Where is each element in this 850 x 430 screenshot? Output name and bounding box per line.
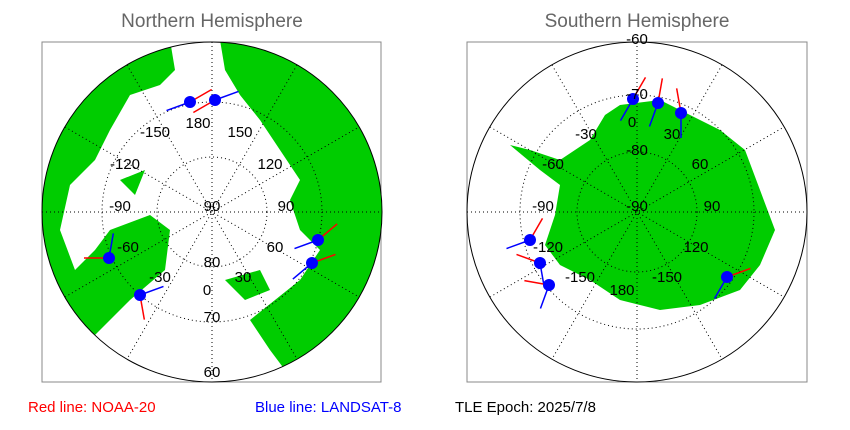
map-labels: -150 180 150 -120 120 -90 90 90 -60 60 -30 80 30 0 70 6… <box>109 31 720 381</box>
satellite <box>312 234 324 246</box>
satellite <box>534 257 546 269</box>
satellite <box>184 96 196 108</box>
graticule-label: -90 <box>532 198 554 215</box>
panel-title: Northern Hemisphere <box>121 11 303 32</box>
satellite <box>675 107 687 119</box>
south-map <box>467 42 807 382</box>
graticule-label: -60 <box>542 156 564 173</box>
graticule-label: -70 <box>626 86 648 103</box>
graticule-label: 30 <box>235 269 252 286</box>
graticule-label: 90 <box>278 198 295 215</box>
graticule-label: 60 <box>267 239 284 256</box>
satellite <box>524 234 536 246</box>
satellite <box>103 252 115 264</box>
satellite-markers <box>84 76 751 320</box>
satellite <box>134 289 146 301</box>
graticule-label: -60 <box>117 239 139 256</box>
satellite <box>627 93 639 105</box>
graticule-label: -120 <box>533 239 563 256</box>
satellite <box>652 97 664 109</box>
satellite <box>721 271 733 283</box>
tle-epoch: TLE Epoch: 2025/7/8 <box>455 399 596 416</box>
graticule-label: -30 <box>575 126 597 143</box>
graticule-label: 0 <box>628 114 636 131</box>
graticule-label: -120 <box>110 156 140 173</box>
north-map <box>42 42 382 382</box>
graticule-label: 90 <box>704 198 721 215</box>
graticule-label: 180 <box>185 115 210 132</box>
graticule-label: 150 <box>227 124 252 141</box>
graticule-label: -150 <box>140 124 170 141</box>
graticule-label: 80 <box>204 254 221 271</box>
graticule-label: -80 <box>626 142 648 159</box>
graticule-label: -150 <box>565 269 595 286</box>
legend-red: Red line: NOAA-20 <box>28 399 156 416</box>
panel-title: Southern Hemisphere <box>545 11 730 32</box>
satellite <box>306 257 318 269</box>
graticule-label: 90 <box>204 198 221 215</box>
satellite <box>543 279 555 291</box>
satellite <box>209 94 221 106</box>
graticule-label: 0 <box>203 282 211 299</box>
graticule-label: 70 <box>204 309 221 326</box>
graticule-label: 30 <box>664 126 681 143</box>
graticule-label: -90 <box>626 198 648 215</box>
graticule-label: 180 <box>609 282 634 299</box>
graticule-label: -30 <box>149 269 171 286</box>
graticule-label: -90 <box>109 198 131 215</box>
graticule-label: 60 <box>692 156 709 173</box>
graticule-label: 120 <box>683 239 708 256</box>
legend-blue: Blue line: LANDSAT-8 <box>255 399 401 416</box>
graticule-label: 60 <box>204 364 221 381</box>
graticule-label: 120 <box>257 156 282 173</box>
graticule-label: -60 <box>626 31 648 48</box>
graticule-label: -150 <box>652 269 682 286</box>
